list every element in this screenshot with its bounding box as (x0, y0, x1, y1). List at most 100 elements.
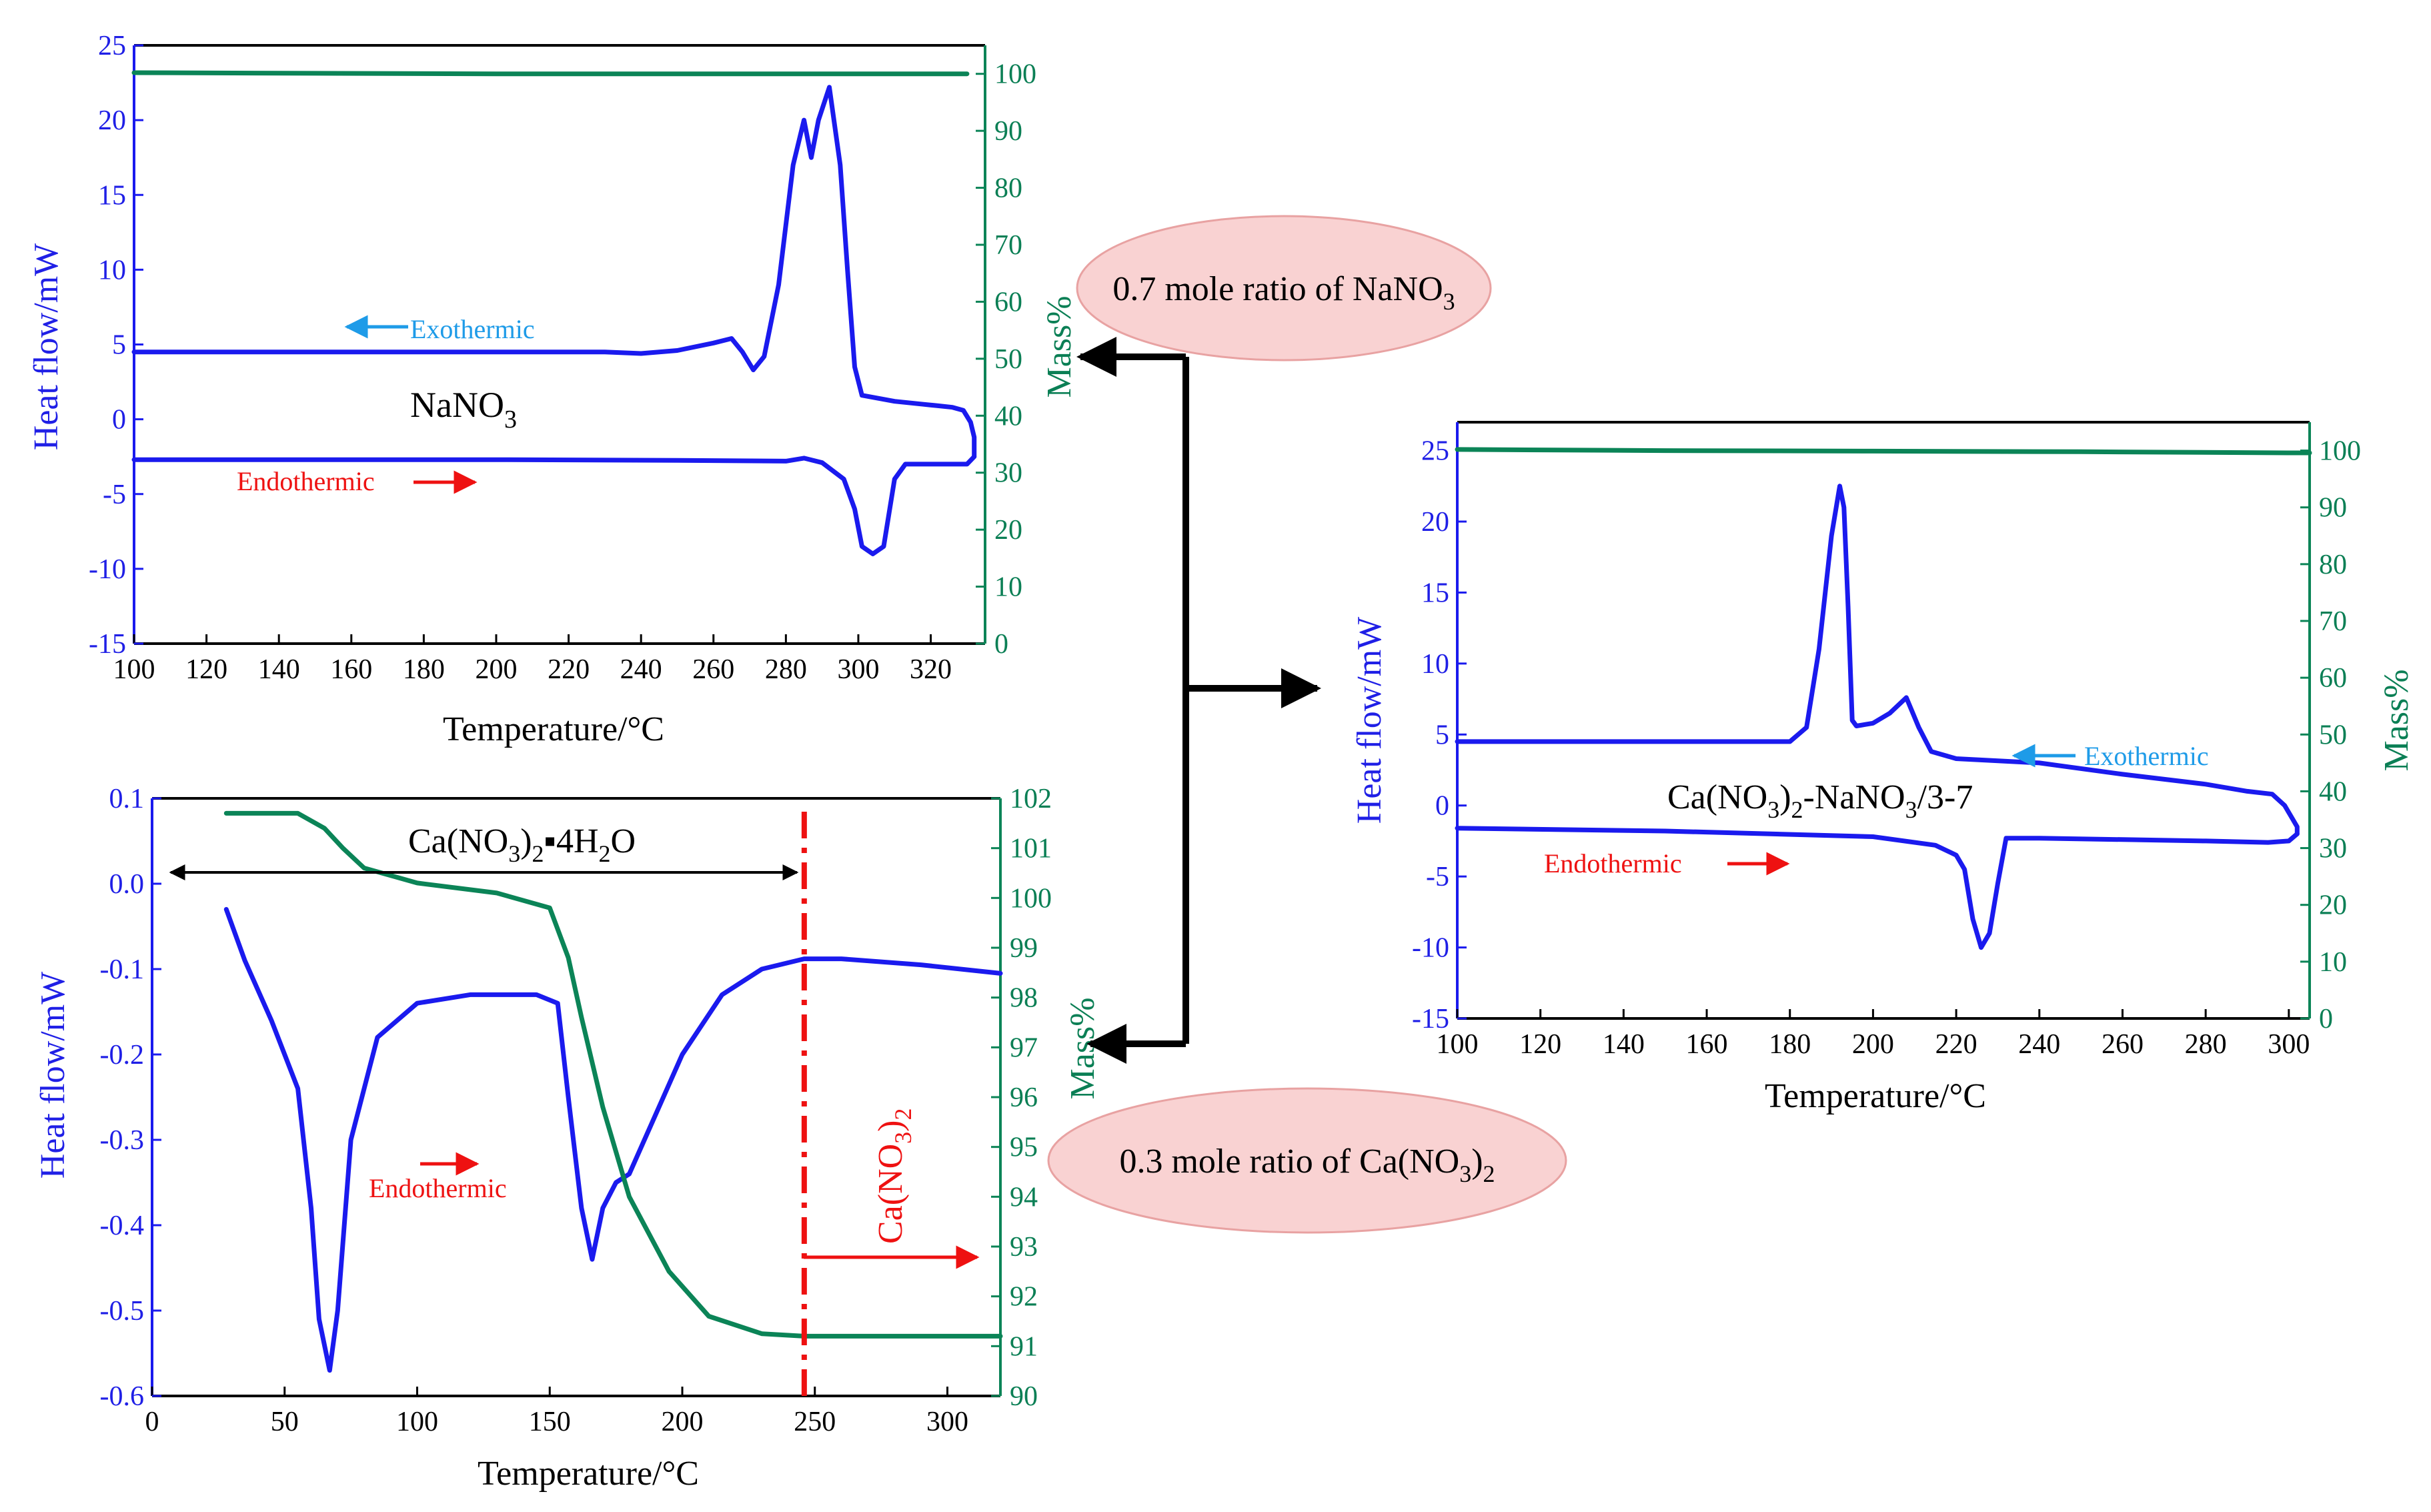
nano3-y2-tick-label: 20 (994, 515, 1022, 546)
cano3-y-tick-label: -0.3 (100, 1125, 145, 1156)
mixture-y-tick-label: -15 (1412, 1004, 1449, 1034)
mixture-x-tick-label: 300 (2268, 1029, 2310, 1060)
mixture-y-tick-label: 0 (1435, 791, 1449, 822)
cano3-y-tick-label: -0.5 (100, 1296, 145, 1327)
nano3-x-axis-label: Temperature/°C (443, 710, 664, 748)
bubble-nano3-text: 0.7 mole ratio of NaNO3 (1112, 270, 1455, 315)
nano3-exothermic-label: Exothermic (410, 314, 535, 344)
cano3-x-tick-label: 150 (529, 1407, 571, 1437)
cano3-x-tick-label: 300 (926, 1407, 968, 1437)
nano3-y-axis-label: Heat flow/mW (27, 243, 65, 450)
cano3-y2-tick-label: 100 (1010, 883, 1052, 914)
mixture-y2-tick-label: 30 (2319, 834, 2347, 864)
cano3-series-mass (223, 810, 1003, 1339)
nano3-y2-tick-label: 0 (994, 629, 1008, 660)
mixture-y-tick-label: 10 (1421, 649, 1449, 680)
cano3-y2-tick-label: 92 (1010, 1282, 1038, 1313)
nano3-x-tick-label: 180 (403, 654, 445, 685)
mixture-series-mass (1455, 447, 2312, 456)
mixture-x-tick-label: 120 (1519, 1029, 1561, 1060)
mixture-x-tick-label: 180 (1769, 1029, 1811, 1060)
nano3-x-tick-label: 160 (330, 654, 372, 685)
nano3-x-tick-label: 280 (765, 654, 807, 685)
nano3-y-tick-label: 15 (98, 180, 126, 211)
chart-cano3: 0 50 100 150 200 250 300 -0.6 -0.5 -0.4 -0.3 -0.2 -0… (34, 784, 1102, 1493)
nano3-x-tick-label: 220 (548, 654, 590, 685)
mixture-x-tick-label: 160 (1686, 1029, 1728, 1060)
cano3-x-tick-label: 0 (145, 1407, 159, 1437)
nano3-plot-area: 100 120 140 160 180 200 220 240 260 280 300 320-15-… (89, 31, 1036, 685)
mixture-y-axis-label: Heat flow/mW (1351, 617, 1389, 824)
nano3-y-tick-label: 5 (112, 330, 126, 361)
mixture-y-tick-label: -5 (1426, 862, 1449, 892)
cano3-y2-tick-label: 101 (1010, 834, 1052, 864)
nano3-y-tick-label: -10 (89, 554, 126, 585)
cano3-y-tick-label: -0.2 (100, 1040, 145, 1070)
cano3-y2-axis-label: Mass% (1064, 997, 1102, 1099)
mixture-x-tick-label: 200 (1852, 1029, 1894, 1060)
mixture-x-tick-label: 220 (1935, 1029, 1977, 1060)
mixture-y-tick-label: 15 (1421, 578, 1449, 608)
nano3-x-tick-label: 320 (910, 654, 952, 685)
nano3-y-tick-label: -15 (89, 629, 126, 660)
mixture-y2-tick-label: 40 (2319, 776, 2347, 807)
cano3-series-heat-flow-0 (223, 906, 1003, 1373)
nano3-x-tick-label: 240 (620, 654, 662, 685)
nano3-y-tick-label: 0 (112, 405, 126, 436)
mixture-y2-tick-label: 10 (2319, 947, 2347, 978)
cano3-y2-tick-label: 98 (1010, 983, 1038, 1014)
mixture-series-heat-flow-1 (1455, 826, 2300, 950)
mixture-y2-tick-label: 0 (2319, 1004, 2333, 1034)
cano3-x-tick-label: 50 (271, 1407, 299, 1437)
mixture-y-tick-label: 20 (1421, 507, 1449, 538)
nano3-y2-tick-label: 90 (994, 116, 1022, 147)
nano3-y2-tick-label: 40 (994, 401, 1022, 432)
chart-nano3: 100 120 140 160 180 200 220 240 260 280 300 320-15-… (27, 31, 1078, 748)
mixture-y-tick-label: -10 (1412, 933, 1449, 964)
nano3-y2-tick-label: 70 (994, 230, 1022, 261)
mixture-y2-tick-label: 100 (2319, 436, 2361, 467)
nano3-x-tick-label: 140 (258, 654, 300, 685)
mixture-x-tick-label: 140 (1603, 1029, 1645, 1060)
mixture-exothermic-label: Exothermic (2084, 741, 2209, 771)
cano3-y-tick-label: -0.4 (100, 1211, 145, 1241)
cano3-y2-tick-label: 99 (1010, 933, 1038, 964)
cano3-y-axis-label: Heat flow/mW (34, 972, 72, 1179)
connector (1076, 337, 1321, 1064)
nano3-y2-axis-label: Mass% (1040, 295, 1078, 398)
cano3-y2-tick-label: 94 (1010, 1182, 1038, 1213)
cano3-y-tick-label: 0.1 (109, 784, 145, 814)
bubble-nano3: 0.7 mole ratio of NaNO3 (1076, 215, 1492, 361)
mixture-x-tick-label: 260 (2102, 1029, 2144, 1060)
mixture-y2-tick-label: 50 (2319, 720, 2347, 750)
mixture-x-tick-label: 280 (2185, 1029, 2227, 1060)
cano3-y2-tick-label: 96 (1010, 1082, 1038, 1113)
nano3-y-tick-label: -5 (103, 480, 126, 510)
mixture-x-axis-label: Temperature/°C (1765, 1077, 1986, 1115)
mixture-series-heat-flow-0 (1455, 484, 2300, 836)
mixture-y-tick-label: 5 (1435, 720, 1449, 750)
mixture-y2-tick-label: 20 (2319, 890, 2347, 921)
nano3-y-tick-label: 10 (98, 255, 126, 285)
nano3-y2-tick-label: 50 (994, 344, 1022, 375)
cano3-y2-tick-label: 102 (1010, 784, 1052, 814)
cano3-range-label: Ca(NO3)2▪4H2O (408, 822, 636, 867)
mixture-y2-axis-label: Mass% (2378, 669, 2416, 771)
nano3-y2-tick-label: 10 (994, 572, 1022, 603)
cano3-x-tick-label: 200 (662, 1407, 704, 1437)
nano3-sample-label: NaNO3 (410, 385, 517, 434)
cano3-plot-area: 0 50 100 150 200 250 300 -0.6 -0.5 -0.4 -0.3 -0.2 -0… (100, 784, 1052, 1437)
mixture-x-tick-label: 240 (2018, 1029, 2060, 1060)
cano3-x-tick-label: 250 (794, 1407, 836, 1437)
nano3-y2-tick-label: 80 (994, 173, 1022, 204)
cano3-x-tick-label: 100 (396, 1407, 438, 1437)
mixture-y2-tick-label: 60 (2319, 663, 2347, 694)
chart-mixture: 100 120 140 160 180 200 220 240 260 280 300-15-10-… (1351, 421, 2416, 1115)
cano3-y2-tick-label: 97 (1010, 1032, 1038, 1063)
cano3-y-tick-label: -0.6 (100, 1381, 145, 1412)
mixture-y2-tick-label: 90 (2319, 493, 2347, 524)
nano3-x-tick-label: 100 (113, 654, 155, 685)
mixture-y2-tick-label: 70 (2319, 606, 2347, 637)
mixture-endothermic-label: Endothermic (1544, 848, 1682, 878)
